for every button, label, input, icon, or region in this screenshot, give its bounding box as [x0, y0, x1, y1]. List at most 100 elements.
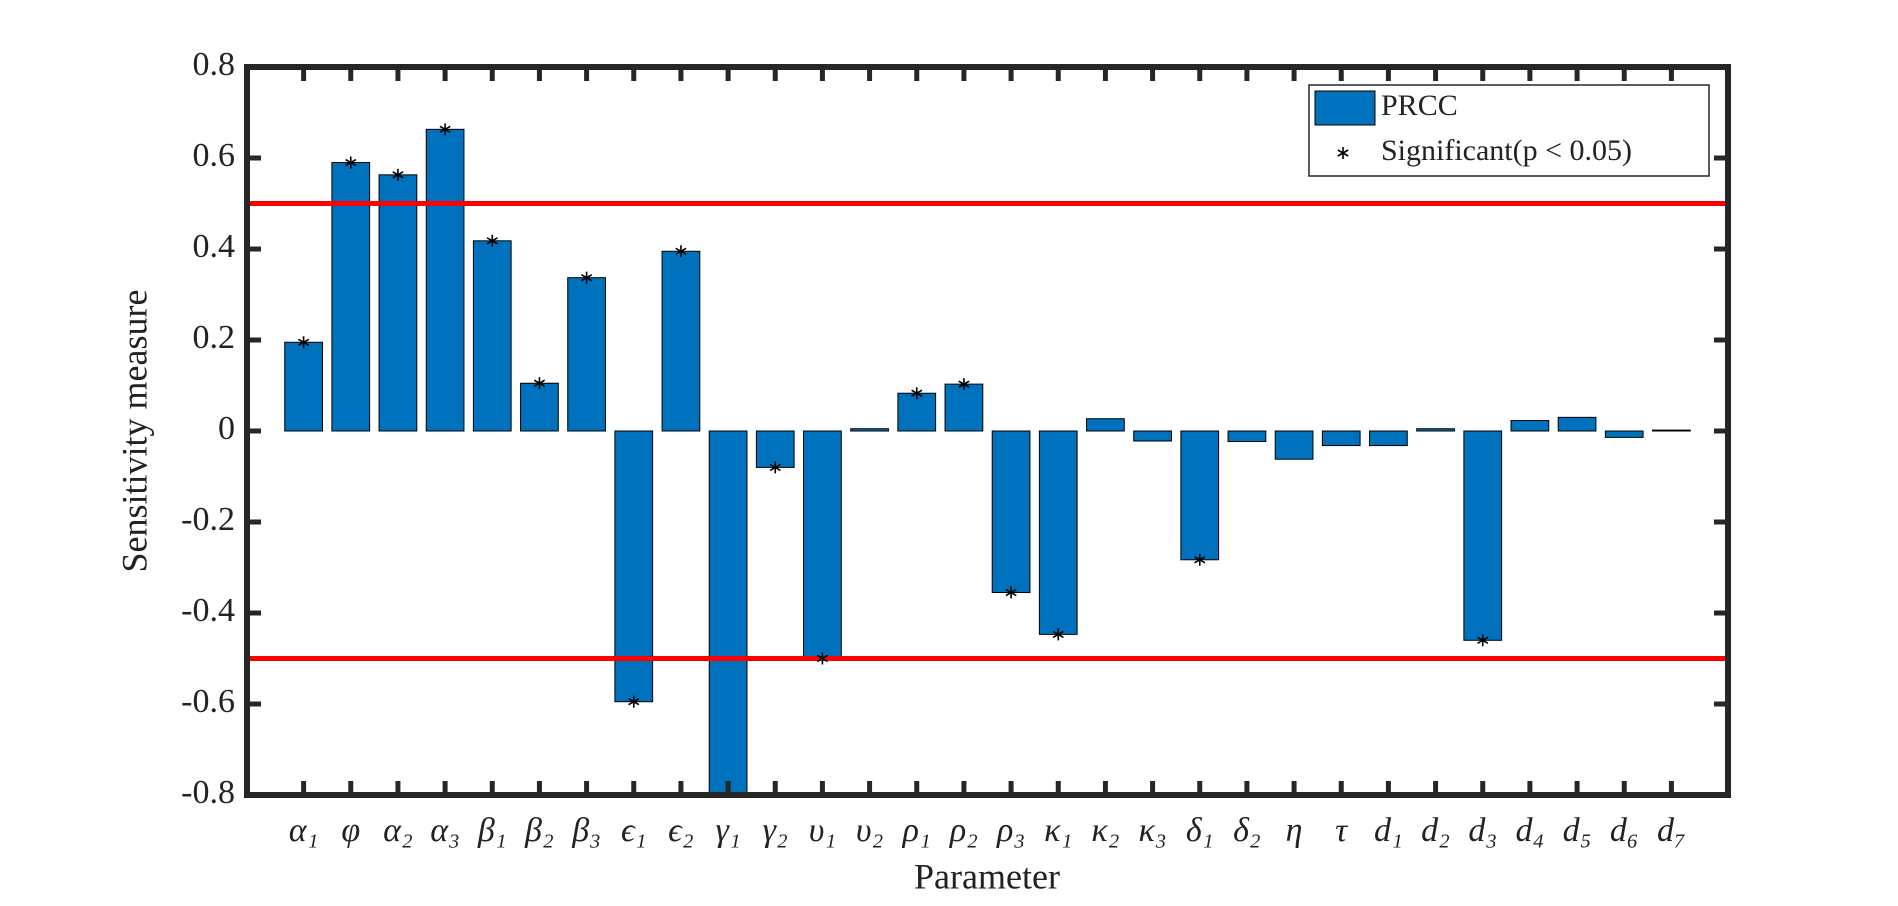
x-tick-label: κ₂: [1091, 812, 1119, 849]
star-stroke: [1337, 149, 1349, 157]
x-tick-label: δ₂: [1233, 812, 1261, 849]
bar: [1038, 430, 1078, 635]
significance-star: [1194, 553, 1206, 566]
star-stroke: [486, 237, 498, 245]
x-tick-label: d₇: [1657, 812, 1686, 849]
bar: [331, 162, 371, 432]
significance-star: [958, 378, 970, 391]
significance-star: [675, 245, 687, 258]
bar: [425, 128, 465, 432]
x-tick-label: d₄: [1515, 812, 1544, 849]
bar: [284, 341, 323, 432]
y-tick-label: 0.6: [193, 137, 236, 174]
x-tick-label: α₁: [289, 812, 319, 849]
y-tick-label: 0.8: [193, 46, 236, 83]
x-tick-label: γ₂: [763, 812, 788, 849]
star-stroke: [769, 463, 781, 472]
x-tick-label: d₅: [1563, 812, 1592, 849]
significance-star: [1477, 634, 1489, 647]
y-tick-label: 0.2: [193, 319, 236, 356]
bar: [1133, 430, 1172, 442]
bar: [991, 430, 1031, 594]
significance-star: [486, 234, 498, 247]
legend-label: PRCC: [1381, 89, 1458, 122]
significance-star: [628, 695, 640, 708]
star-stroke: [580, 273, 593, 282]
bar: [1086, 418, 1125, 432]
x-tick-label: d₆: [1610, 812, 1639, 849]
star-stroke: [1005, 588, 1017, 597]
legend-star: [1337, 147, 1349, 159]
x-tick-label: κ₁: [1044, 812, 1072, 849]
x-tick-label: β₂: [524, 812, 554, 849]
significance-star: [816, 652, 829, 665]
bar: [944, 383, 984, 432]
y-tick-label: -0.8: [181, 774, 235, 811]
x-tick-label: υ₂: [856, 812, 883, 849]
bar: [1510, 420, 1550, 432]
bar: [1416, 428, 1455, 432]
x-tick-label: τ: [1335, 812, 1349, 849]
x-tick-label: δ₁: [1186, 812, 1214, 849]
legend-label: Significant(p < 0.05): [1381, 134, 1632, 167]
y-tick-label: 0: [218, 410, 235, 447]
bar: [1463, 430, 1503, 641]
x-tick-label: ρ₁: [902, 812, 931, 849]
x-tick-label: d₃: [1468, 812, 1497, 849]
axes-frame: [244, 64, 1731, 798]
x-tick-label: d₂: [1421, 812, 1450, 849]
significance-star: [298, 336, 310, 349]
x-tick-label: φ: [341, 812, 360, 849]
bar: [708, 430, 748, 795]
x-tick-label: α₂: [383, 812, 413, 849]
plot-area: [247, 123, 1728, 795]
x-tick-label: ϵ₂: [668, 812, 694, 849]
x-tick-label: β₃: [571, 812, 601, 849]
star-stroke: [628, 698, 640, 706]
star-stroke: [911, 389, 923, 397]
star-stroke: [958, 380, 970, 388]
star-stroke: [345, 158, 357, 167]
bar: [661, 250, 701, 432]
significance-star: [439, 123, 451, 136]
x-axis-title: Parameter: [914, 856, 1060, 896]
bar: [472, 240, 512, 432]
x-tick-label: d₁: [1374, 812, 1403, 849]
significance-star: [911, 387, 923, 400]
star-stroke: [392, 171, 404, 179]
x-tick-label: η: [1286, 812, 1303, 849]
star-stroke: [675, 247, 687, 255]
bar: [1369, 430, 1408, 447]
star-stroke: [439, 125, 451, 134]
x-tick-label: υ₁: [809, 812, 836, 849]
x-tick-label: α₃: [430, 812, 460, 849]
significance-star: [769, 461, 781, 474]
y-tick-label: -0.2: [181, 501, 235, 538]
x-tick-label: ρ₃: [996, 812, 1025, 849]
star-stroke: [533, 379, 546, 387]
bar: [567, 277, 606, 432]
bar: [1604, 430, 1644, 438]
star-stroke: [1194, 556, 1206, 564]
star-stroke: [816, 654, 829, 663]
significance-star: [392, 168, 404, 181]
bar: [1321, 430, 1361, 447]
star-stroke: [1052, 630, 1064, 639]
significance-star: [580, 271, 593, 284]
star-stroke: [298, 338, 310, 346]
legend-box: [1308, 84, 1710, 177]
bar: [614, 430, 654, 703]
x-tick-label: β₁: [477, 812, 507, 849]
x-tick-label: κ₃: [1139, 812, 1167, 849]
y-axis-title: Sensitivity measure: [114, 290, 154, 573]
star-stroke: [1477, 636, 1489, 644]
bar: [850, 428, 889, 432]
significance-star: [1052, 628, 1064, 641]
bar: [1180, 430, 1220, 561]
bar: [803, 430, 842, 659]
bar: [378, 174, 418, 432]
significance-star: [345, 156, 357, 169]
y-tick-label: 0.4: [193, 228, 236, 265]
bar: [1227, 430, 1267, 442]
